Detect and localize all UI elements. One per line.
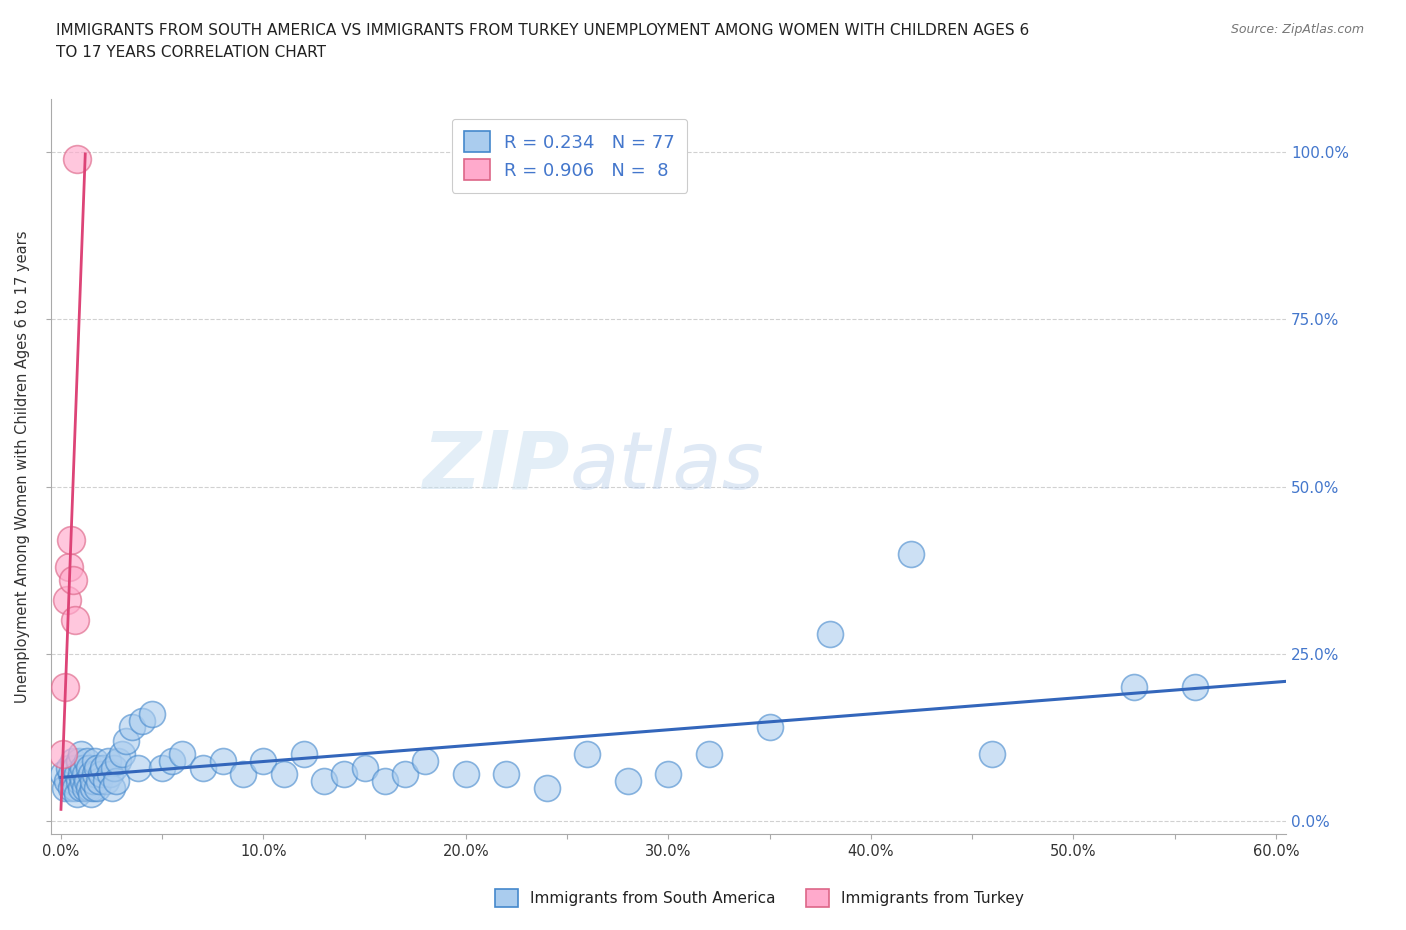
Point [82, 774, 104, 789]
Point [98, 767, 121, 782]
Point [536, 780, 558, 795]
Point [62, 573, 84, 588]
Point [131, 713, 153, 728]
Point [84, 767, 107, 782]
Point [66, 787, 89, 802]
Point [758, 720, 780, 735]
Point [374, 774, 396, 789]
Point [82, 780, 104, 795]
Point [981, 747, 1004, 762]
Text: atlas: atlas [569, 428, 765, 506]
Point [252, 753, 274, 768]
Point [121, 720, 143, 735]
Point [96, 753, 118, 768]
Point [333, 767, 356, 782]
Point [697, 747, 720, 762]
Point [114, 734, 136, 749]
Point [90, 767, 112, 782]
Point [72, 760, 94, 775]
Point [1184, 680, 1206, 695]
Point [1123, 680, 1146, 695]
Point [454, 767, 477, 782]
Point [75, 780, 97, 795]
Point [576, 747, 599, 762]
Point [172, 747, 194, 762]
Point [127, 760, 149, 775]
Point [76, 753, 98, 768]
Point [93, 760, 115, 775]
Text: TO 17 YEARS CORRELATION CHART: TO 17 YEARS CORRELATION CHART [56, 45, 326, 60]
Text: IMMIGRANTS FROM SOUTH AMERICA VS IMMIGRANTS FROM TURKEY UNEMPLOYMENT AMONG WOMEN: IMMIGRANTS FROM SOUTH AMERICA VS IMMIGRA… [56, 23, 1029, 38]
Point [72, 774, 94, 789]
Point [60, 533, 83, 548]
Point [63, 613, 86, 628]
Point [66, 767, 89, 782]
Point [56, 774, 79, 789]
Point [394, 767, 416, 782]
Point [53, 680, 76, 695]
Legend: R = 0.234   N = 77, R = 0.906   N =  8: R = 0.234 N = 77, R = 0.906 N = 8 [451, 119, 688, 193]
Point [100, 780, 122, 795]
Point [232, 767, 254, 782]
Point [60, 780, 83, 795]
Point [314, 774, 336, 789]
Point [58, 560, 80, 575]
Point [292, 747, 315, 762]
Point [273, 767, 295, 782]
Point [820, 627, 842, 642]
Point [495, 767, 517, 782]
Point [84, 753, 107, 768]
Point [111, 747, 134, 762]
Text: ZIP: ZIP [422, 428, 569, 506]
Point [86, 760, 108, 775]
Point [79, 780, 101, 795]
Point [75, 767, 97, 782]
Point [141, 707, 163, 722]
Point [900, 546, 922, 561]
Point [415, 753, 437, 768]
Point [617, 774, 640, 789]
Point [53, 780, 76, 795]
Point [62, 774, 84, 789]
Point [62, 753, 84, 768]
Point [80, 767, 103, 782]
Point [212, 753, 235, 768]
Point [63, 760, 86, 775]
Point [80, 787, 103, 802]
Point [353, 760, 375, 775]
Point [103, 760, 125, 775]
Point [66, 152, 89, 166]
Y-axis label: Unemployment Among Women with Children Ages 6 to 17 years: Unemployment Among Women with Children A… [15, 231, 30, 703]
Point [70, 747, 93, 762]
Point [70, 767, 93, 782]
Legend: Immigrants from South America, Immigrants from Turkey: Immigrants from South America, Immigrant… [488, 884, 1031, 913]
Point [67, 774, 90, 789]
Point [60, 767, 83, 782]
Point [58, 760, 80, 775]
Point [657, 767, 679, 782]
Point [162, 753, 184, 768]
Point [107, 753, 129, 768]
Point [94, 774, 117, 789]
Point [86, 780, 108, 795]
Point [150, 760, 173, 775]
Point [52, 767, 75, 782]
Point [56, 593, 79, 608]
Point [89, 774, 111, 789]
Point [79, 760, 101, 775]
Point [52, 747, 75, 762]
Point [70, 780, 93, 795]
Point [76, 774, 98, 789]
Point [191, 760, 214, 775]
Point [67, 753, 90, 768]
Text: Source: ZipAtlas.com: Source: ZipAtlas.com [1230, 23, 1364, 36]
Point [104, 774, 127, 789]
Point [63, 780, 86, 795]
